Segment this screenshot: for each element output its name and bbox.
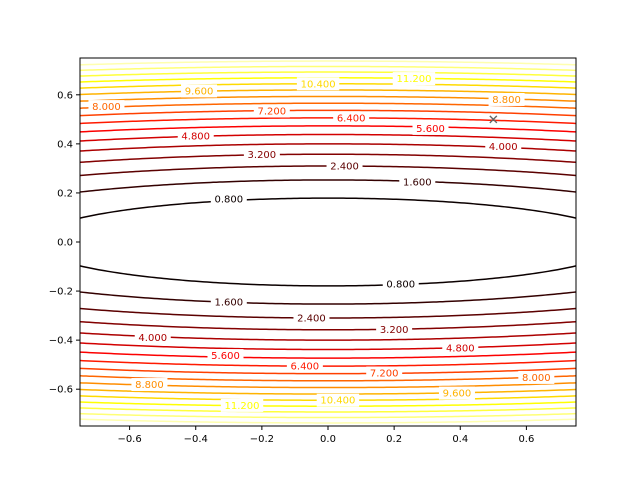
contour-label-gap — [382, 277, 419, 291]
contour-label-gap — [134, 331, 171, 345]
contour-label-gap — [243, 147, 280, 161]
contour-label: 6.400 — [291, 361, 320, 372]
contour-line-12.8-upper — [80, 65, 576, 72]
contour-label: 8.800 — [135, 380, 164, 391]
contour-label-gap — [293, 311, 330, 325]
x-marker — [489, 115, 498, 124]
contour-line-12.0-lower — [80, 407, 576, 413]
contour-line-3.2-upper — [80, 153, 576, 164]
contour-line-7.2-lower — [80, 367, 576, 375]
contour-line-4.8-lower — [80, 342, 576, 351]
contour-label: 7.200 — [257, 106, 286, 117]
contour-label: 8.000 — [92, 102, 121, 113]
contour-label: 8.000 — [522, 373, 551, 384]
contour-label-gap — [253, 104, 290, 118]
x-tick-label: 0.4 — [452, 434, 468, 445]
contour-label-gap — [438, 386, 475, 400]
contour-label: 9.600 — [185, 86, 214, 97]
contour-label-gap — [488, 92, 525, 106]
contour-label-gap — [177, 129, 214, 143]
contour-label: 6.400 — [337, 114, 366, 125]
contour-line-12.8-lower — [80, 412, 576, 419]
contour-label: 3.200 — [380, 325, 409, 336]
contour-lines — [80, 60, 576, 424]
contour-label-gap — [326, 159, 363, 173]
contour-label-gap — [316, 393, 360, 407]
x-axis: −0.6 −0.4 −0.2 0.0 0.2 0.4 0.6 — [117, 426, 534, 445]
contour-label: 1.600 — [214, 298, 243, 309]
contour-labels: 0.800 0.800 1.600 1.600 2.400 2.400 3.200 3.200… — [88, 72, 555, 412]
contour-label-gap — [333, 111, 370, 125]
contour-line-5.6-upper — [80, 125, 576, 133]
contour-line-3.2-lower — [80, 320, 576, 331]
contour-label: 5.600 — [416, 124, 445, 135]
contour-label: 3.200 — [248, 150, 277, 161]
contour-line-13.6-lower — [80, 418, 576, 424]
x-tick-label: −0.6 — [117, 434, 141, 445]
contour-label-gap — [210, 192, 247, 206]
contour-line-1.6-upper — [80, 179, 576, 193]
contour-line-4.8-upper — [80, 133, 576, 142]
contour-label-gap — [220, 398, 264, 412]
contour-label-gap — [399, 175, 436, 189]
contour-label-gap — [88, 100, 125, 114]
contour-line-6.4-lower — [80, 359, 576, 367]
contour-label: 8.800 — [492, 95, 521, 106]
contour-label: 11.200 — [225, 401, 260, 412]
contour-label: 7.200 — [370, 369, 399, 380]
contour-label-gap — [296, 77, 340, 91]
x-tick-label: −0.2 — [250, 434, 274, 445]
contour-line-7.2-upper — [80, 109, 576, 117]
contour-label: 4.000 — [489, 142, 518, 153]
contour-label: 4.000 — [138, 333, 167, 344]
y-tick-label: 0.0 — [57, 238, 73, 249]
contour-label: 2.400 — [330, 161, 359, 172]
contour-label-gap — [442, 341, 479, 355]
contour-line-12.0-upper — [80, 71, 576, 77]
contour-line-0.8-lower — [80, 265, 576, 287]
y-tick-label: 0.2 — [57, 188, 73, 199]
contour-label-gap — [366, 366, 403, 380]
markers — [489, 115, 498, 124]
y-tick-label: −0.2 — [49, 287, 73, 298]
y-tick-label: −0.6 — [49, 385, 73, 396]
contour-label: 10.400 — [301, 79, 336, 90]
contour-label-gap — [518, 370, 555, 384]
contour-label: 2.400 — [297, 314, 326, 325]
contour-label: 10.400 — [320, 396, 355, 407]
contour-label-gap — [207, 349, 244, 363]
x-tick-label: 0.0 — [320, 434, 336, 445]
contour-label: 5.600 — [211, 351, 240, 362]
contour-line-0.8-upper — [80, 197, 576, 219]
contour-label: 9.600 — [443, 389, 472, 400]
contour-label-gap — [485, 139, 522, 153]
contour-label: 0.800 — [214, 195, 243, 206]
contour-label-gap — [210, 295, 247, 309]
contour-label: 1.600 — [403, 177, 432, 188]
contour-line-5.6-lower — [80, 351, 576, 359]
contour-label: 11.200 — [396, 74, 431, 85]
contour-line-13.6-upper — [80, 60, 576, 66]
contour-label-gap — [392, 72, 436, 86]
x-tick-label: 0.2 — [386, 434, 402, 445]
contour-label: 4.800 — [181, 132, 210, 143]
contour-line-1.6-lower — [80, 291, 576, 305]
contour-label-gap — [181, 84, 218, 98]
contour-label-gap — [412, 121, 449, 135]
y-tick-label: 0.6 — [57, 90, 73, 101]
x-tick-label: −0.4 — [184, 434, 208, 445]
contour-label-gap — [376, 323, 413, 337]
y-tick-label: −0.4 — [49, 336, 73, 347]
contour-label-gap — [286, 359, 323, 373]
contour-label: 0.800 — [386, 280, 415, 291]
contour-label-gap — [131, 378, 168, 392]
y-tick-label: 0.4 — [57, 139, 73, 150]
y-axis: −0.6 −0.4 −0.2 0.0 0.2 0.4 0.6 — [49, 90, 80, 396]
contour-label: 4.800 — [446, 343, 475, 354]
x-tick-label: 0.6 — [518, 434, 534, 445]
